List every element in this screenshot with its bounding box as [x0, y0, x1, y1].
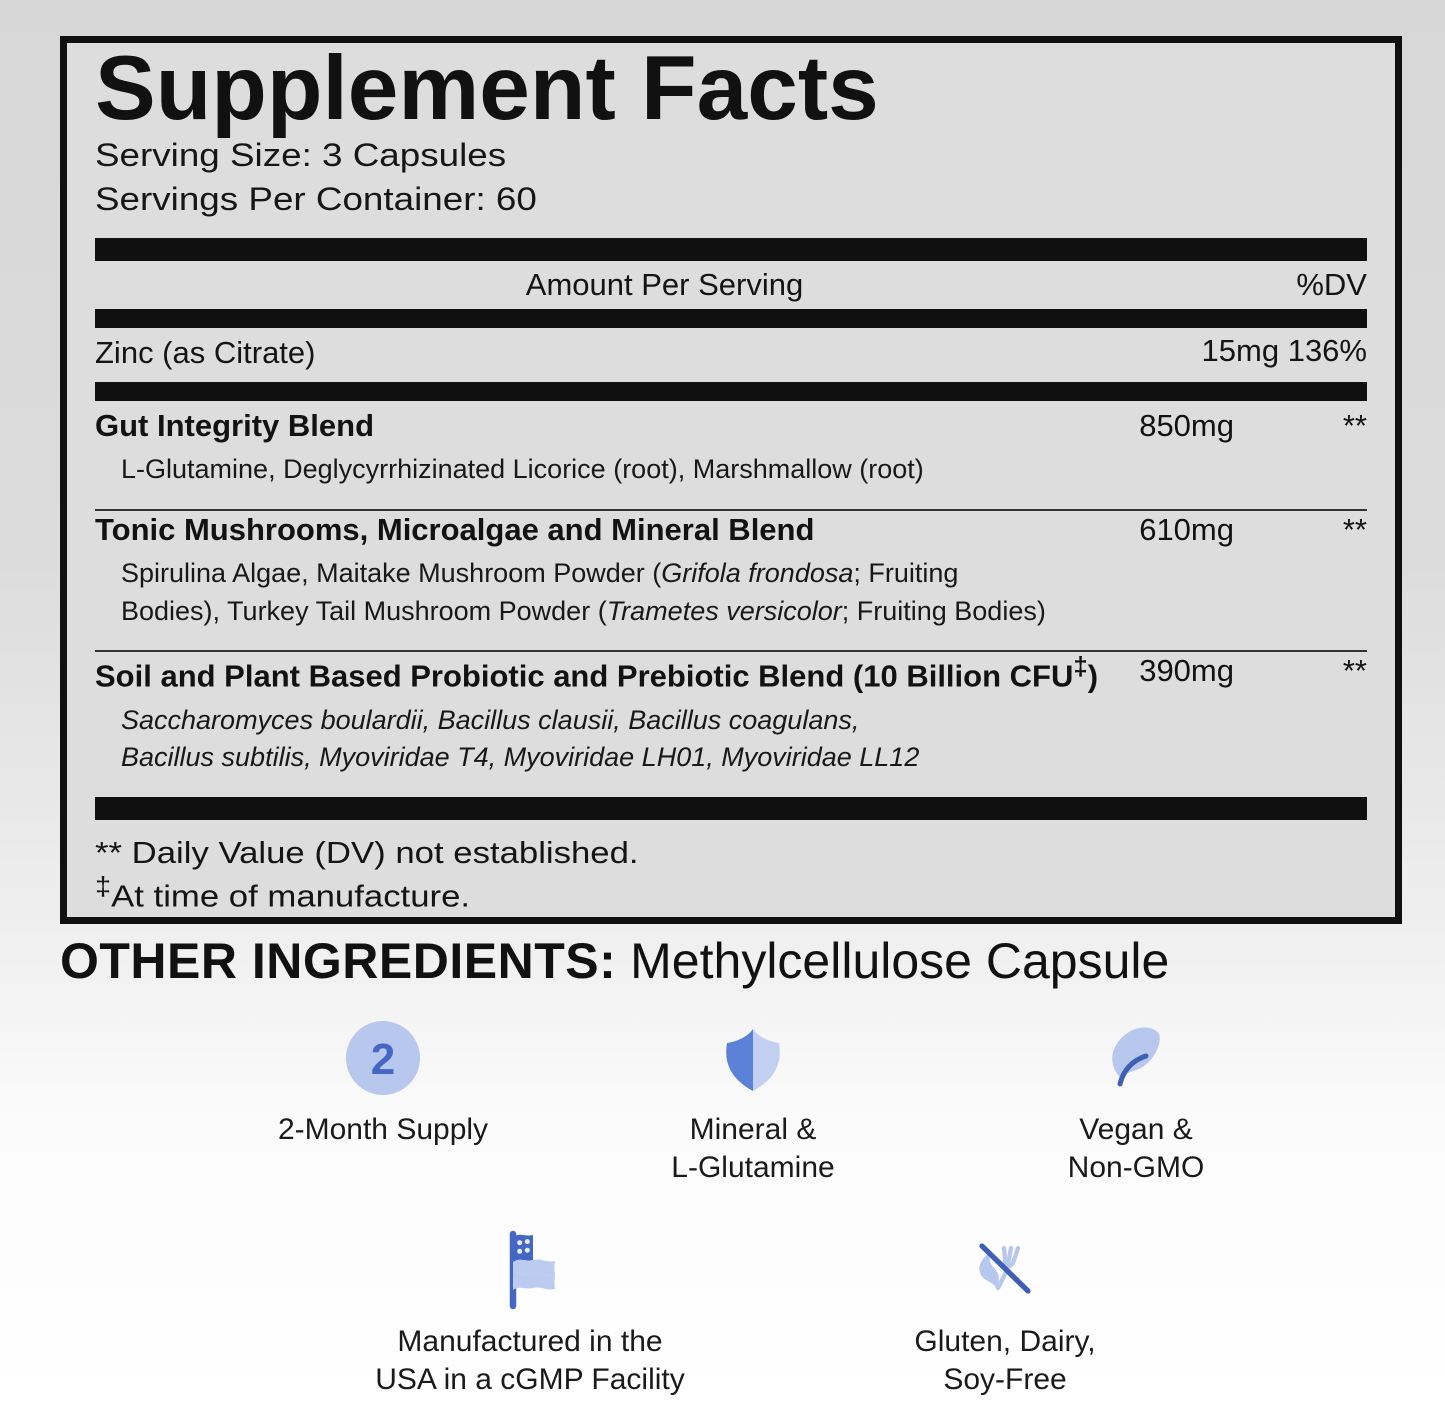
svg-text:2: 2	[371, 1035, 395, 1084]
